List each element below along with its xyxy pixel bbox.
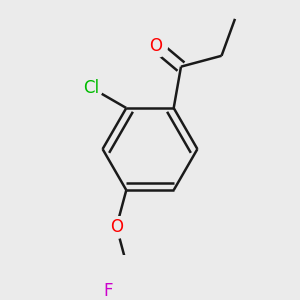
Text: O: O: [150, 37, 163, 55]
Text: Cl: Cl: [83, 79, 99, 97]
Text: F: F: [103, 282, 113, 300]
Text: O: O: [110, 218, 123, 236]
